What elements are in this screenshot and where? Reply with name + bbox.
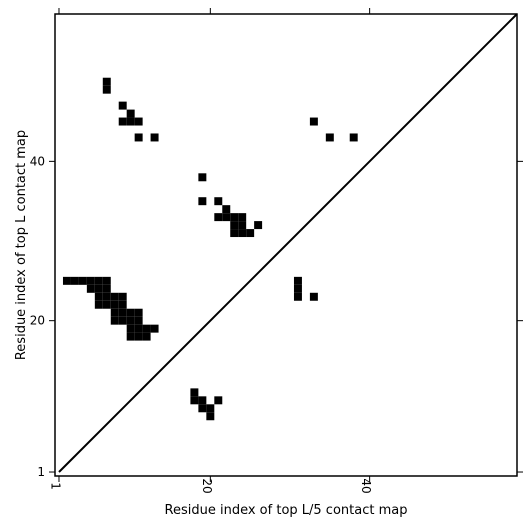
contact-cell xyxy=(118,101,127,110)
contact-cell xyxy=(94,292,103,301)
contact-cell xyxy=(222,213,231,222)
contact-cell xyxy=(206,412,215,421)
x-axis-label: Residue index of top L/5 contact map xyxy=(165,503,408,518)
contact-cell xyxy=(309,292,318,301)
y-axis-label: Residue index of top L contact map xyxy=(14,130,29,360)
contact-cell xyxy=(126,308,135,317)
contact-cell xyxy=(230,229,239,238)
contact-cell xyxy=(126,109,135,118)
x-tick-label: 20 xyxy=(200,478,214,493)
x-tick-label: 40 xyxy=(359,478,373,493)
contact-cell xyxy=(62,276,71,285)
contact-cell xyxy=(94,300,103,309)
contact-cell xyxy=(110,300,119,309)
contact-cell xyxy=(293,292,302,301)
contact-cell xyxy=(118,316,127,325)
contact-cell xyxy=(230,213,239,222)
contact-cell xyxy=(214,396,223,405)
contact-cell xyxy=(238,229,247,238)
contact-cell xyxy=(349,133,358,142)
contact-cell xyxy=(86,284,95,293)
contact-cell xyxy=(102,85,111,94)
contact-cell xyxy=(134,332,143,341)
contact-cell xyxy=(214,197,223,206)
contact-cell xyxy=(254,221,263,230)
contact-cell xyxy=(198,173,207,182)
contact-cell xyxy=(246,229,255,238)
contact-cell xyxy=(142,324,151,333)
contact-cell xyxy=(134,324,143,333)
axis-ticks: 1 20 40 1 20 40 xyxy=(30,8,523,494)
contact-cell xyxy=(134,117,143,126)
contact-cell xyxy=(126,324,135,333)
contact-cell xyxy=(309,117,318,126)
contact-cell xyxy=(198,197,207,206)
contact-cell xyxy=(134,308,143,317)
contact-cell xyxy=(102,77,111,86)
contact-cell xyxy=(102,276,111,285)
contact-cell xyxy=(126,316,135,325)
contact-cell xyxy=(206,404,215,413)
contact-cell xyxy=(102,292,111,301)
contact-cell xyxy=(126,117,135,126)
contact-cell xyxy=(134,133,143,142)
contact-cell xyxy=(142,332,151,341)
contact-cell xyxy=(86,276,95,285)
contact-cells xyxy=(62,77,358,421)
contact-cell xyxy=(94,276,103,285)
contact-cell xyxy=(134,316,143,325)
contact-cell xyxy=(190,388,199,397)
contact-cell xyxy=(293,276,302,285)
contact-cell xyxy=(118,308,127,317)
contact-cell xyxy=(150,324,159,333)
contact-cell xyxy=(238,221,247,230)
y-tick-label: 1 xyxy=(37,465,45,479)
y-tick-label: 40 xyxy=(30,154,45,168)
contact-cell xyxy=(94,284,103,293)
x-tick-label: 1 xyxy=(48,482,62,490)
contact-cell xyxy=(102,300,111,309)
contact-cell xyxy=(198,396,207,405)
contact-cell xyxy=(78,276,87,285)
y-tick-label: 20 xyxy=(30,314,45,328)
contact-cell xyxy=(230,221,239,230)
contact-cell xyxy=(102,284,111,293)
contact-cell xyxy=(238,213,247,222)
contact-cell xyxy=(110,316,119,325)
contact-cell xyxy=(325,133,334,142)
contact-cell xyxy=(198,404,207,413)
contact-cell xyxy=(110,292,119,301)
contact-cell xyxy=(118,117,127,126)
contact-cell xyxy=(150,133,159,142)
contact-cell xyxy=(293,284,302,293)
contact-cell xyxy=(214,213,223,222)
contact-cell xyxy=(118,292,127,301)
contact-cell xyxy=(190,396,199,405)
contact-cell xyxy=(222,205,231,214)
contact-cell xyxy=(70,276,79,285)
diagonal-line xyxy=(58,13,518,473)
contact-cell xyxy=(126,332,135,341)
contact-cell xyxy=(118,300,127,309)
plot-frame xyxy=(54,13,518,477)
contact-cell xyxy=(110,308,119,317)
